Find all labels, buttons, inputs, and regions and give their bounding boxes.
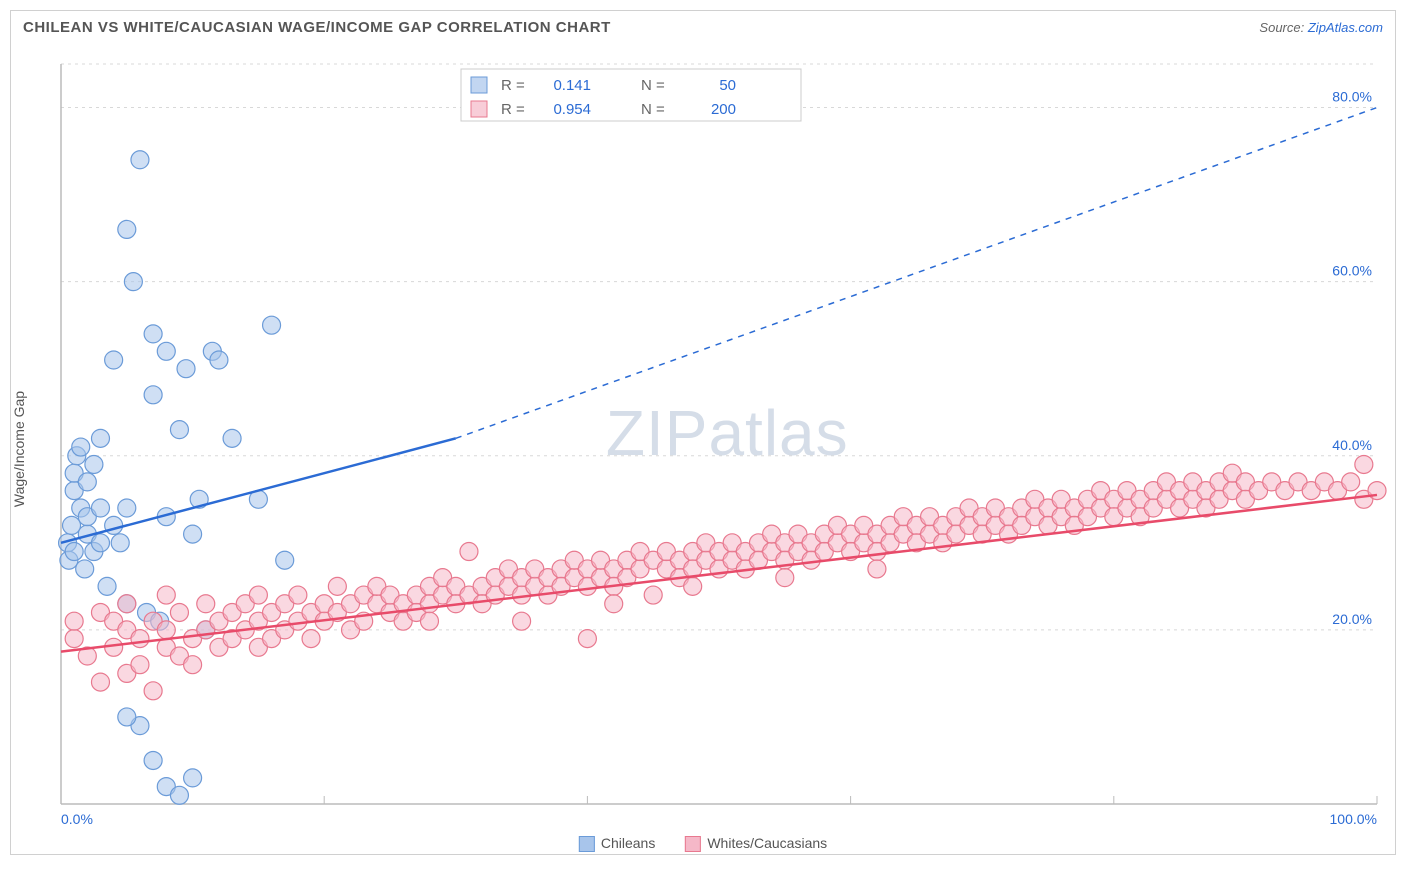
svg-text:N =: N = [641,101,665,118]
svg-text:N =: N = [641,77,665,94]
source-attribution: Source: ZipAtlas.com [1259,20,1383,35]
svg-text:0.0%: 0.0% [61,811,93,827]
svg-text:50: 50 [719,77,736,94]
svg-text:0.141: 0.141 [553,77,591,94]
svg-text:0.954: 0.954 [553,101,591,118]
svg-text:R =: R = [501,77,525,94]
svg-text:R =: R = [501,101,525,118]
chart-container: CHILEAN VS WHITE/CAUCASIAN WAGE/INCOME G… [10,10,1396,855]
bottom-legend: Chileans Whites/Caucasians [579,835,827,852]
svg-text:200: 200 [711,101,736,118]
svg-text:100.0%: 100.0% [1330,811,1377,827]
svg-text:60.0%: 60.0% [1332,263,1372,279]
legend-item-whites: Whites/Caucasians [685,835,827,852]
chart-title: CHILEAN VS WHITE/CAUCASIAN WAGE/INCOME G… [23,19,611,36]
legend-label-whites: Whites/Caucasians [707,835,827,851]
chart-svg: 20.0% 40.0% 60.0% 80.0% 0.0% 100.0% R = 0.141 N … [11,44,1397,854]
y-axis-label: Wage/Income Gap [11,391,27,507]
source-link[interactable]: ZipAtlas.com [1308,20,1383,35]
chart-header: CHILEAN VS WHITE/CAUCASIAN WAGE/INCOME G… [11,11,1395,44]
legend-item-chileans: Chileans [579,835,655,852]
svg-text:20.0%: 20.0% [1332,611,1372,627]
svg-text:40.0%: 40.0% [1332,437,1372,453]
chart-area: Wage/Income Gap ZIPatlas 20.0%40.0%60.0%… [11,44,1395,854]
legend-label-chileans: Chileans [601,835,655,851]
swatch-chileans [579,836,595,852]
source-label: Source: [1259,20,1304,35]
svg-text:80.0%: 80.0% [1332,89,1372,105]
swatch-whites [685,836,701,852]
